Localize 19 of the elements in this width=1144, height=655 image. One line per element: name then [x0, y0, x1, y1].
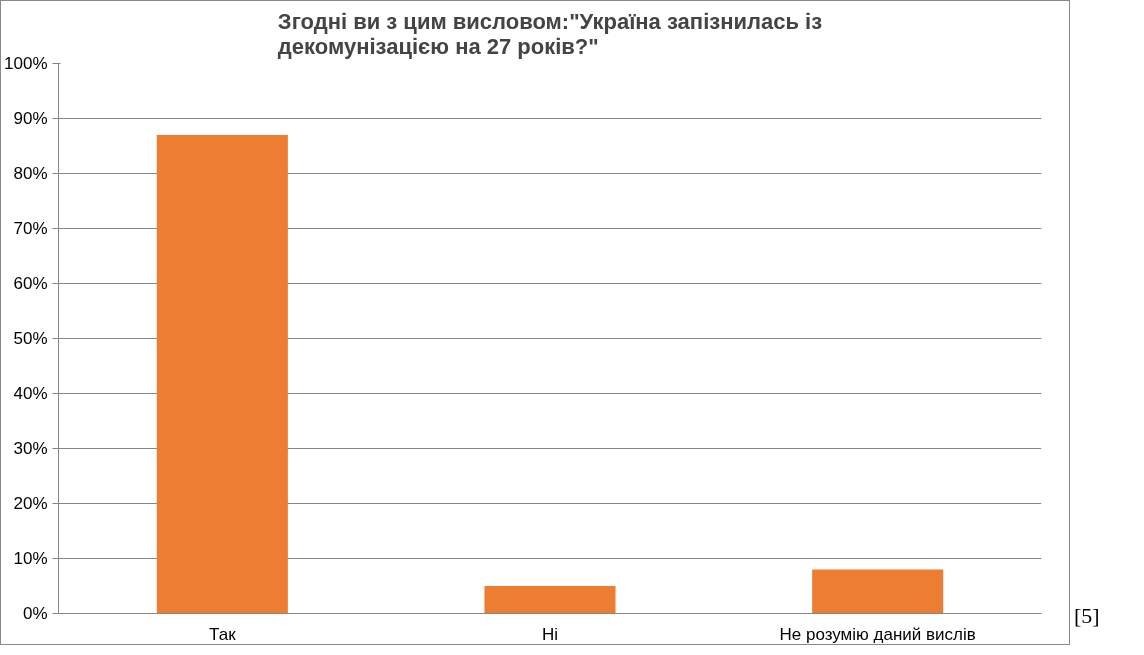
bar [812, 569, 944, 614]
y-tick-label: 100% [4, 54, 48, 73]
x-tick-label: Ні [541, 624, 559, 644]
y-tick-label: 90% [13, 109, 48, 128]
x-tick-label: Так [209, 624, 237, 644]
text: [5] [1074, 602, 1100, 630]
y-tick-label: 50% [13, 329, 48, 348]
y-tick-label: 0% [22, 604, 48, 623]
y-tick-label: 80% [13, 164, 48, 183]
y-tick-label: 30% [13, 439, 48, 458]
x-tick-label: Не розумію даний вислів [779, 624, 976, 644]
y-tick-label: 20% [13, 494, 48, 513]
chart-title: Згодні ви з цим висловом:"Україна запізнилась із декомунізацією на 27 років?" [277, 8, 823, 59]
y-tick-label: 40% [13, 384, 48, 403]
bar [484, 586, 616, 614]
bar [156, 135, 288, 614]
y-tick-label: 70% [13, 219, 48, 238]
y-tick-label: 10% [13, 549, 48, 568]
y-tick-label: 60% [13, 274, 48, 293]
